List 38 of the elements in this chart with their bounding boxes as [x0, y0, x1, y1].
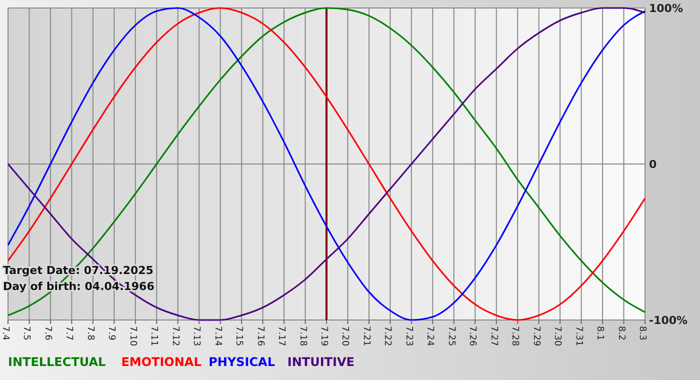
x-tick-label: 7.25 — [446, 326, 456, 346]
text: INTUITIVE — [287, 355, 354, 369]
x-tick-label: 7.11 — [148, 326, 159, 346]
x-tick-label: 7.19 — [318, 326, 328, 346]
x-tick-label: 7.5 — [21, 326, 32, 340]
x-tick-label: 7.14 — [212, 326, 222, 346]
y-tick-label: -100% — [649, 314, 688, 327]
x-tick-label: 7.7 — [64, 326, 74, 340]
x-tick-label: 7.8 — [84, 326, 95, 341]
text: EMOTIONAL — [121, 355, 202, 369]
x-tick-label: 7.12 — [170, 326, 180, 346]
x-tick-label: 7.27 — [488, 326, 498, 346]
x-tick-label: 7.24 — [424, 326, 435, 346]
y-tick-label: 0 — [649, 158, 657, 171]
x-tick-label: 7.18 — [297, 326, 308, 346]
x-tick-label: 7.22 — [382, 326, 392, 346]
x-tick-label: 8.3 — [636, 326, 647, 340]
x-tick-label: 7.26 — [467, 326, 478, 346]
x-tick-label: 7.13 — [191, 326, 202, 346]
x-tick-label: 7.4 — [0, 326, 10, 341]
x-tick-label: 7.10 — [127, 326, 138, 346]
y-tick-label: 100% — [649, 2, 683, 15]
x-tick-label: 7.30 — [552, 326, 562, 346]
x-tick-label: 7.20 — [340, 326, 350, 346]
x-tick-label: 7.15 — [234, 326, 244, 346]
x-tick-label: 7.17 — [276, 326, 286, 346]
x-tick-label: 8.2 — [616, 326, 626, 340]
x-tick-label: 7.6 — [42, 326, 52, 341]
x-tick-label: 8.1 — [594, 326, 605, 340]
x-tick-label: 7.21 — [360, 326, 371, 346]
text: INTELLECTUAL — [8, 355, 106, 369]
x-tick-label: 7.23 — [403, 326, 414, 346]
x-tick-label: 7.29 — [530, 326, 541, 346]
x-tick-label: 7.28 — [510, 326, 520, 346]
x-tick-label: 7.9 — [106, 326, 116, 341]
text: PHYSICAL — [208, 355, 276, 369]
x-tick-label: 7.31 — [573, 326, 584, 346]
x-tick-label: 7.16 — [254, 326, 265, 346]
